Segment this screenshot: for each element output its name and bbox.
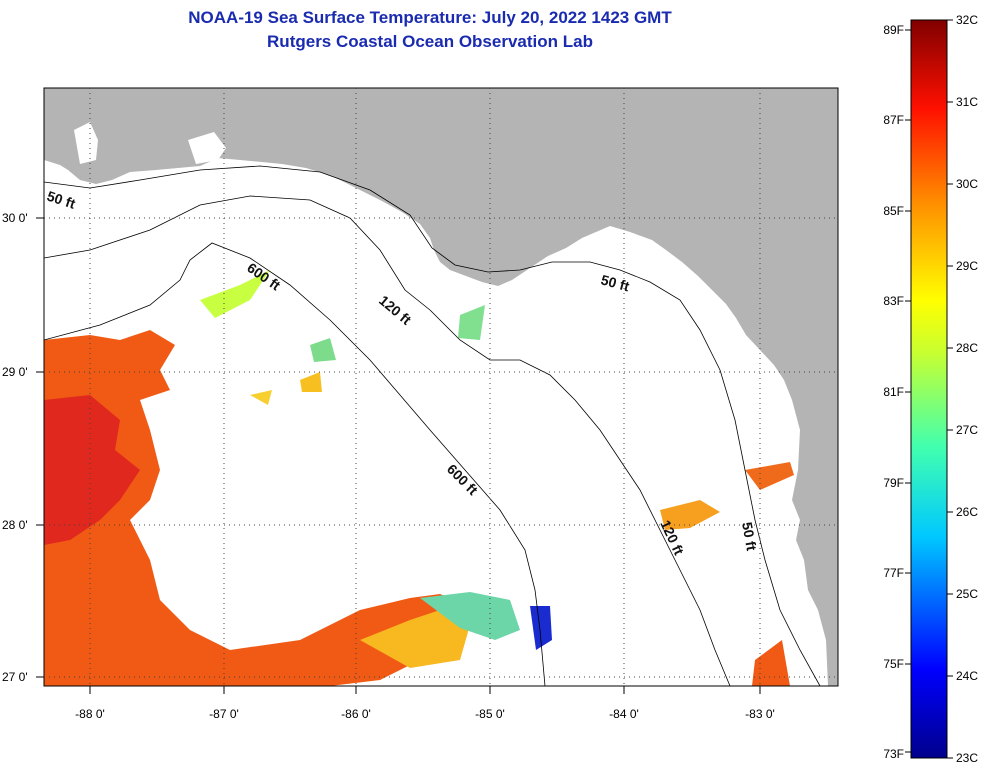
lon-label-85: -85 0': [475, 707, 505, 721]
colorbar-c-27: 27C: [956, 423, 978, 437]
colorbar-f-89: 89F: [883, 23, 904, 37]
lat-label-29: 29 0': [2, 365, 28, 379]
isobath-label-50ft-north: 50 ft: [599, 271, 631, 294]
sst-cool-patch-south: [420, 592, 520, 640]
lon-label-86: -86 0': [341, 707, 371, 721]
sst-warm-patch-center: [660, 500, 720, 530]
sst-patch-mid: [360, 610, 470, 668]
map-frame: [43, 87, 839, 687]
sst-blue-patch: [530, 606, 552, 650]
isobath-label-50ft-south: 50 ft: [739, 521, 760, 552]
colorbar-c-29: 29C: [956, 259, 978, 273]
colorbar-c-25: 25C: [956, 587, 978, 601]
isobath-600ft: [44, 242, 546, 686]
bay: [188, 132, 226, 164]
land-mass: [44, 88, 838, 686]
isobath-50ft-west: [44, 165, 821, 686]
sst-scatter-1: [200, 270, 270, 318]
sst-scatter-5: [310, 338, 336, 362]
colorbar-c-32: 32C: [956, 13, 978, 27]
colorbar-f-83: 83F: [883, 294, 904, 308]
colorbar-c-30: 30C: [956, 177, 978, 191]
colorbar-f-79: 79F: [883, 476, 904, 490]
colorbar-f-85: 85F: [883, 204, 904, 218]
isobath-120ft: [44, 195, 731, 686]
mobile-bay: [74, 122, 98, 164]
sst-scatter-4: [250, 390, 272, 405]
lon-label-84: -84 0': [609, 707, 639, 721]
lat-label-28: 28 0': [2, 518, 28, 532]
colorbar-c-26: 26C: [956, 505, 978, 519]
lon-label-83: -83 0': [745, 707, 775, 721]
colorbar-f-87: 87F: [883, 113, 904, 127]
sst-hot-region-west: [44, 395, 140, 545]
lat-label-27: 27 0': [2, 670, 28, 684]
colorbar-f-75: 75F: [883, 657, 904, 671]
colorbar-f-77: 77F: [883, 566, 904, 580]
colorbar-c-31: 31C: [956, 95, 978, 109]
colorbar-f-73: 73F: [883, 747, 904, 761]
sst-scatter-2: [458, 305, 485, 340]
axis-ticks: [36, 217, 761, 694]
map-title: NOAA-19 Sea Surface Temperature: July 20…: [188, 8, 672, 27]
sst-scatter-3: [300, 372, 322, 392]
sst-warm-region-west: [44, 330, 470, 686]
colorbar-c-28: 28C: [956, 341, 978, 355]
sst-warm-patch-southeast: [752, 640, 790, 686]
lat-label-30: 30 0': [2, 211, 28, 225]
colorbar-ticks-c: [947, 19, 953, 759]
sst-warm-patch-east: [745, 462, 794, 490]
colorbar-c-24: 24C: [956, 669, 978, 683]
colorbar-ticks-f: [905, 29, 911, 753]
lon-label-88: -88 0': [75, 707, 105, 721]
lon-label-87: -87 0': [209, 707, 239, 721]
colorbar: [910, 19, 948, 759]
colorbar-c-23: 23C: [956, 751, 978, 765]
colorbar-f-81: 81F: [883, 385, 904, 399]
map-subtitle: Rutgers Coastal Ocean Observation Lab: [267, 32, 593, 51]
